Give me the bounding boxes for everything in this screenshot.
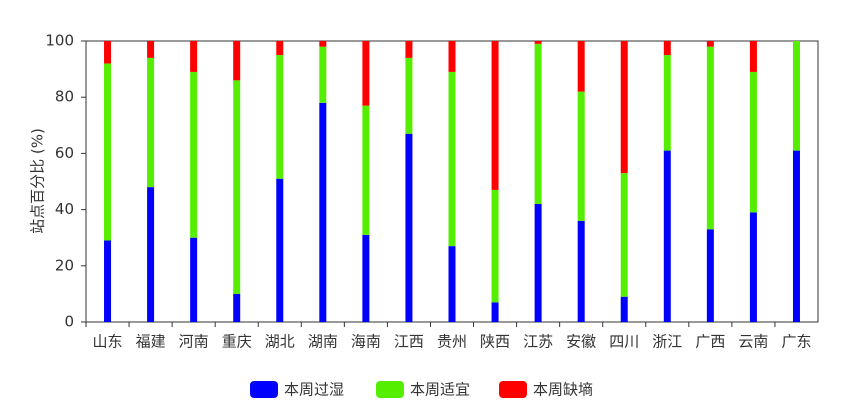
bar-segment	[620, 296, 628, 322]
bar-segment	[190, 71, 198, 238]
bar-segment	[362, 234, 370, 322]
y-tick-label: 60	[55, 144, 74, 162]
bar-segment	[663, 41, 671, 56]
bar-segment	[620, 41, 628, 174]
bar-segment	[104, 63, 112, 241]
bar-segment	[706, 229, 714, 322]
bar-segment	[706, 41, 714, 47]
legend-label: 本周缺墒	[533, 381, 593, 399]
bar-segment	[448, 71, 456, 247]
bar-segment	[405, 133, 413, 322]
x-tick-label: 江苏	[523, 333, 553, 351]
bar-segment	[319, 102, 327, 322]
bar-segment	[706, 46, 714, 230]
bar-segment	[792, 150, 800, 322]
bar-segment	[448, 246, 456, 322]
bar-segment	[362, 41, 370, 106]
bar-segment	[104, 240, 112, 322]
bar-segment	[147, 57, 155, 188]
y-tick-label: 40	[55, 200, 74, 218]
bar-segment	[749, 71, 757, 213]
bar-segment	[491, 189, 499, 303]
bar-segment	[233, 41, 241, 81]
bar-segment	[491, 302, 499, 322]
bar-segment	[577, 220, 585, 322]
legend-swatch	[250, 381, 278, 398]
legend-swatch	[499, 381, 527, 398]
bar-segment	[491, 41, 499, 190]
bar-segment	[577, 41, 585, 92]
legend-label: 本周过湿	[284, 381, 344, 399]
bar-segment	[663, 150, 671, 322]
bar-segment	[577, 91, 585, 221]
x-tick-label: 广西	[695, 333, 725, 351]
x-tick-label: 云南	[738, 333, 768, 351]
bar-segment	[534, 41, 542, 44]
x-tick-label: 贵州	[437, 333, 467, 351]
bar-segment	[190, 237, 198, 322]
bar-segment	[233, 80, 241, 294]
bar-segment	[276, 41, 284, 56]
bar-segment	[147, 41, 155, 58]
x-tick-label: 四川	[609, 333, 639, 351]
x-tick-label: 湖北	[265, 333, 295, 351]
bar-segment	[319, 46, 327, 103]
bar-segment	[792, 41, 800, 151]
bar-segment	[620, 173, 628, 297]
bar-segment	[448, 41, 456, 72]
legend-swatch	[376, 381, 404, 398]
bar-segment	[104, 41, 112, 64]
bar-segment	[319, 41, 327, 47]
bar-segment	[362, 105, 370, 235]
x-tick-label: 河南	[179, 333, 209, 351]
bar-segment	[663, 55, 671, 151]
y-tick-label: 80	[55, 88, 74, 106]
bar-segment	[190, 41, 198, 72]
x-tick-label: 山东	[93, 333, 123, 351]
bar-segment	[405, 57, 413, 134]
x-tick-label: 海南	[351, 333, 381, 351]
x-tick-label: 重庆	[222, 333, 252, 351]
bar-segment	[749, 212, 757, 322]
x-tick-label: 浙江	[652, 333, 682, 351]
bar-segment	[276, 55, 284, 179]
y-tick-label: 20	[55, 256, 74, 274]
x-tick-label: 广东	[781, 333, 811, 351]
x-tick-label: 陕西	[480, 333, 510, 351]
y-axis-label: 站点百分比 (%)	[29, 128, 47, 234]
bar-segment	[147, 187, 155, 322]
x-tick-label: 江西	[394, 333, 424, 351]
bar-segment	[534, 203, 542, 322]
x-tick-label: 安徽	[566, 333, 596, 351]
legend-label: 本周适宜	[410, 381, 470, 399]
y-tick-label: 0	[64, 313, 74, 331]
bar-segment	[405, 41, 413, 58]
bar-segment	[233, 293, 241, 322]
y-tick-label: 100	[45, 32, 74, 50]
bar-segment	[749, 41, 757, 72]
bar-segment	[534, 43, 542, 204]
x-tick-label: 福建	[136, 333, 166, 351]
bar-segment	[276, 178, 284, 322]
x-tick-label: 湖南	[308, 333, 338, 351]
